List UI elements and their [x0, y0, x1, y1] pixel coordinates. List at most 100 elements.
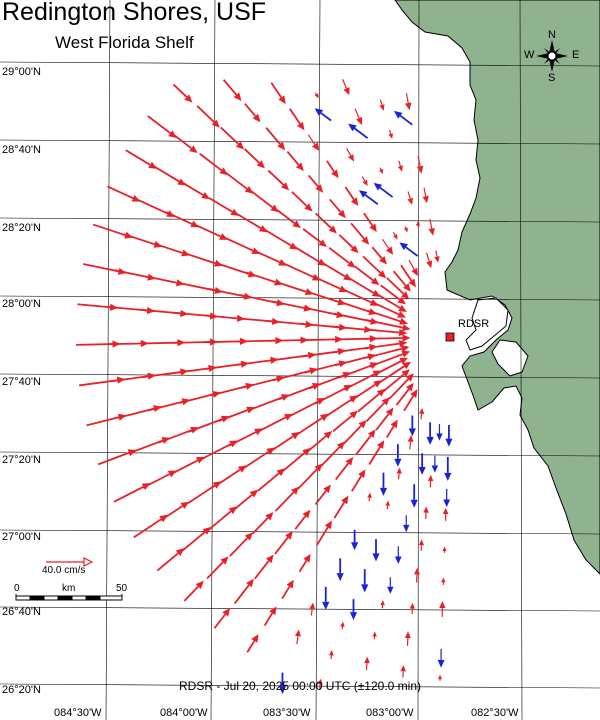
current-vector-shaft: [196, 105, 215, 123]
current-vector-head: [146, 306, 156, 315]
current-vector-head: [222, 608, 231, 617]
current-vector-shaft: [377, 365, 405, 385]
map-title: Redington Shores, USF: [2, 0, 267, 26]
current-vector-shaft: [263, 612, 274, 626]
current-vector-shaft: [86, 416, 120, 427]
current-vector-head: [278, 95, 286, 105]
lon-label: 082°30'W: [471, 707, 519, 719]
lat-label: 27°40'N: [2, 376, 41, 388]
current-vector-head: [371, 289, 381, 297]
current-vector-head: [343, 87, 350, 96]
current-vector-shaft: [338, 234, 354, 249]
current-vector-head: [442, 546, 447, 552]
current-vector-head: [309, 602, 316, 610]
current-vector-head: [442, 507, 449, 515]
current-vector-head: [348, 154, 354, 162]
current-vector-head: [340, 621, 345, 627]
current-vector-head: [331, 169, 339, 179]
current-vector-head: [247, 270, 257, 278]
current-vector-head: [324, 520, 333, 530]
current-vector-head: [370, 317, 379, 325]
current-vector-head: [385, 407, 394, 417]
current-vector-head: [372, 553, 380, 562]
current-vector-shaft: [361, 176, 366, 182]
current-vector-shaft: [405, 93, 409, 104]
current-vector-shaft: [379, 99, 383, 106]
current-vector-head: [202, 526, 211, 535]
current-vector-head: [109, 303, 119, 311]
current-vector-shaft: [315, 212, 332, 229]
current-vector-head: [402, 361, 411, 370]
current-vector-head: [175, 548, 185, 557]
current-vector-shaft: [343, 425, 362, 445]
lon-label: 083°00'W: [366, 707, 414, 719]
current-vector-head: [361, 584, 369, 593]
current-vector-shaft: [297, 468, 318, 490]
current-vector-shaft: [341, 288, 372, 304]
current-vector-head: [416, 165, 424, 174]
current-vector-head: [190, 220, 200, 228]
current-vector-head: [393, 234, 398, 240]
current-vector-head: [180, 501, 190, 510]
current-vector-head: [175, 279, 185, 287]
current-vector-head: [349, 612, 358, 621]
current-vector-head: [195, 580, 204, 590]
current-vector-head: [147, 372, 156, 380]
lon-label: 084°30'W: [54, 707, 102, 719]
current-vector-shaft: [298, 560, 308, 573]
current-vector-head: [400, 665, 406, 672]
current-vector-head: [181, 398, 191, 406]
current-vector-head: [329, 650, 334, 656]
current-vector-head: [180, 368, 189, 376]
current-vector-head: [303, 553, 311, 563]
current-vector-shaft: [320, 112, 332, 122]
current-vector-head: [212, 481, 222, 489]
current-vector-head: [379, 104, 385, 111]
current-vector-head: [153, 405, 162, 413]
current-vector-shaft: [329, 198, 342, 213]
current-vector-head: [407, 197, 414, 205]
current-vector-shaft: [398, 160, 401, 167]
current-vector-head: [181, 249, 190, 257]
lat-label: 28°40'N: [2, 144, 41, 156]
current-vector-head: [338, 285, 348, 293]
current-vector-shaft: [97, 451, 130, 466]
current-vector-head: [323, 430, 333, 439]
current-vector-head: [148, 161, 157, 169]
current-vector-shaft: [125, 149, 151, 166]
current-vector-head: [397, 296, 406, 305]
current-vector-head: [350, 197, 359, 207]
current-vector-head: [401, 350, 411, 358]
current-vector-shaft: [113, 485, 144, 503]
current-vector-shaft: [153, 165, 180, 183]
current-vector-head: [402, 283, 411, 292]
current-vector-shaft: [332, 415, 353, 433]
current-vector-head: [240, 360, 250, 368]
current-vector-head: [356, 116, 363, 126]
current-vector-shaft: [382, 373, 405, 393]
current-vector-head: [349, 395, 358, 403]
current-vector-shaft: [423, 187, 427, 197]
current-vector-shaft: [386, 277, 405, 295]
current-vector-head: [209, 338, 218, 346]
current-vector-head: [311, 142, 320, 151]
current-vector-head: [397, 165, 403, 172]
current-vector-head: [381, 397, 390, 406]
current-vector-shaft: [92, 223, 126, 237]
lat-label: 26°40'N: [2, 606, 41, 618]
current-vector-shaft: [314, 92, 317, 95]
current-vector-head: [269, 606, 277, 616]
current-vector-shaft: [392, 231, 396, 236]
current-vector-head: [398, 304, 407, 313]
current-vector-shaft: [333, 501, 345, 519]
current-vector-shaft: [265, 127, 281, 145]
current-vector-shaft: [257, 472, 280, 492]
current-vector-shaft: [184, 252, 216, 265]
current-vector-shaft: [344, 186, 355, 200]
station-label: RDSR: [458, 318, 490, 330]
current-vector-head: [402, 324, 411, 332]
current-vector-shaft: [276, 209, 296, 224]
current-vector-head: [373, 182, 383, 191]
tampa-bay: [465, 297, 509, 351]
current-vector-head: [444, 472, 452, 481]
